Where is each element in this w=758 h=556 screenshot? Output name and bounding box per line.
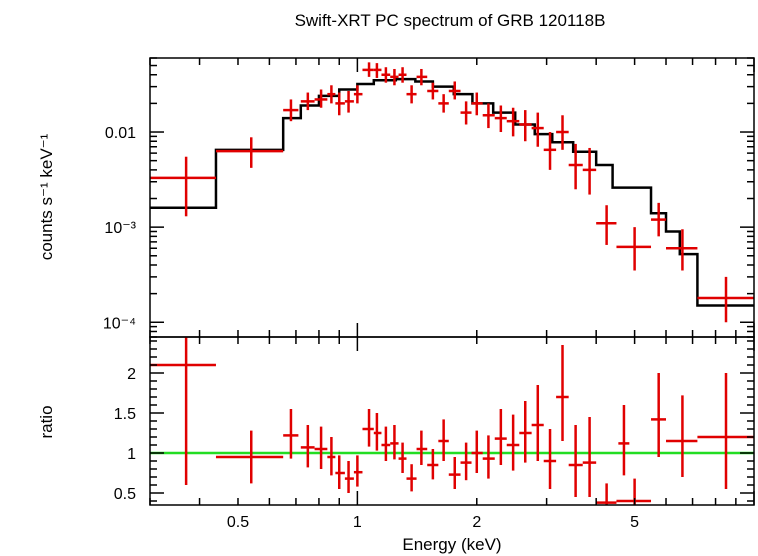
ratio-data-point [471, 430, 483, 473]
spectrum-data-point [215, 137, 284, 168]
x-tick-label: 2 [472, 514, 481, 531]
spectrum-data-point [300, 92, 315, 111]
ratio-y-tick-label: 1 [127, 446, 136, 463]
spectrum-y-tick-label: 10⁻³ [104, 220, 136, 237]
spectrum-data-point [390, 68, 399, 86]
spectrum-data-point [482, 103, 495, 129]
ratio-data-point [543, 429, 557, 489]
spectrum-data-point [556, 115, 569, 150]
spectrum-data-point [460, 101, 472, 125]
spectrum-data-point [616, 227, 652, 271]
spectrum-data-point [150, 156, 216, 217]
x-tick-label: 5 [630, 514, 639, 531]
spectrum-data-point [335, 92, 345, 116]
ratio-y-axis-label: ratio [37, 405, 56, 438]
model-curve [150, 77, 754, 307]
ratio-y-tick-label: 0.5 [114, 486, 136, 503]
ratio-data-point [215, 430, 284, 484]
ratio-data-point [448, 457, 461, 489]
ratio-data-point [531, 385, 544, 461]
ratio-data-point [482, 435, 495, 479]
x-axis-label: Energy (keV) [402, 535, 501, 554]
spectrum-data-point [568, 143, 583, 190]
ratio-y-tick-label: 2 [127, 366, 136, 383]
ratio-data-point [150, 337, 216, 485]
spectrum-data-point [531, 112, 544, 147]
spectrum-data-point [582, 147, 597, 195]
spectrum-panel: 0.01 10⁻³ 10⁻⁴ [103, 57, 755, 338]
spectrum-axes: 0.01 10⁻³ 10⁻⁴ [103, 57, 755, 338]
spectrum-data-point [519, 110, 532, 142]
ratio-axes: 0.5 1 2 5 0.5 1 1.5 2 [114, 336, 755, 531]
spectrum-y-axis-label: counts s⁻¹ keV⁻¹ [37, 133, 56, 260]
ratio-data-point [283, 409, 299, 459]
ratio-data-point [596, 483, 617, 505]
ratio-data-point [618, 405, 630, 476]
spectrum-y-tick-label: 10⁻⁴ [103, 315, 136, 332]
ratio-data-point [582, 417, 597, 497]
spectrum-data-point [381, 67, 391, 83]
spectrum-data-point [314, 89, 328, 108]
spectrum-data-point [362, 62, 374, 77]
spectrum-data-point [406, 85, 417, 104]
ratio-data-point [494, 409, 507, 465]
spectrum-data-point [438, 94, 449, 113]
ratio-data-point [398, 442, 407, 473]
ratio-data-point [353, 455, 363, 487]
spectrum-data-point [353, 85, 363, 104]
spectrum-data-point [427, 82, 439, 100]
spectrum-data-point [471, 92, 483, 116]
ratio-data-point [416, 430, 428, 465]
ratio-data-point [314, 426, 328, 469]
spectrum-frame [149, 57, 755, 338]
spectrum-y-tick-label: 0.01 [105, 125, 136, 142]
ratio-frame [149, 336, 755, 506]
ratio-data-point [460, 442, 472, 481]
spectrum-data-point [506, 107, 520, 137]
spectrum-data-points [150, 62, 754, 323]
ratio-data-point [568, 425, 583, 497]
model-step-line [150, 77, 754, 307]
spectrum-data-point [416, 68, 428, 86]
spectrum-data-point [596, 205, 617, 245]
ratio-data-point [556, 345, 569, 441]
spectrum-data-point [373, 63, 382, 78]
ratio-y-tick-label: 1.5 [114, 406, 136, 423]
ratio-data-point [438, 419, 449, 461]
ratio-data-point [406, 464, 417, 492]
spectrum-data-point [283, 99, 299, 122]
ratio-data-point [344, 461, 354, 493]
ratio-data-point [427, 449, 439, 480]
spectrum-data-point [327, 85, 336, 104]
ratio-data-point [506, 414, 520, 471]
ratio-data-point [651, 373, 667, 457]
ratio-data-point [362, 409, 374, 447]
ratio-data-point [616, 478, 652, 505]
spectrum-data-point [697, 276, 754, 323]
ratio-data-point [697, 373, 754, 489]
ratio-data-point [666, 395, 698, 477]
spectrum-data-point [398, 67, 407, 83]
ratio-data-point [300, 425, 315, 468]
ratio-data-points [150, 337, 754, 505]
spectrum-data-point [494, 105, 507, 133]
chart-title: Swift-XRT PC spectrum of GRB 120118B [295, 11, 606, 30]
x-tick-label: 0.5 [227, 514, 249, 531]
ratio-panel: 0.5 1 2 5 0.5 1 1.5 2 [114, 336, 755, 531]
spectrum-data-point [344, 90, 354, 113]
spectrum-data-point [543, 132, 557, 170]
ratio-data-point [327, 437, 336, 476]
ratio-data-point [381, 426, 391, 461]
x-tick-label: 1 [353, 514, 362, 531]
ratio-data-point [373, 413, 382, 451]
ratio-data-point [335, 455, 345, 489]
ratio-data-point [390, 425, 399, 460]
spectrum-data-point [651, 202, 667, 237]
ratio-data-point [519, 401, 532, 463]
spectrum-data-point [666, 229, 698, 271]
spectrum-data-point [448, 81, 461, 100]
